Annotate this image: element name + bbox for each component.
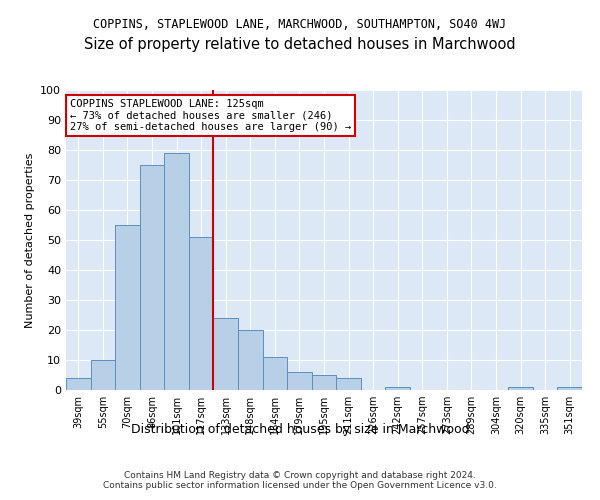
Bar — [91, 360, 115, 390]
Bar — [140, 165, 164, 390]
Text: COPPINS STAPLEWOOD LANE: 125sqm
← 73% of detached houses are smaller (246)
27% o: COPPINS STAPLEWOOD LANE: 125sqm ← 73% of… — [70, 99, 351, 132]
Bar — [312, 375, 336, 390]
Bar — [66, 378, 91, 390]
Bar — [214, 318, 238, 390]
Text: Size of property relative to detached houses in Marchwood: Size of property relative to detached ho… — [84, 38, 516, 52]
Bar — [238, 330, 263, 390]
Bar — [164, 153, 189, 390]
Text: Distribution of detached houses by size in Marchwood: Distribution of detached houses by size … — [131, 422, 469, 436]
Bar — [287, 372, 312, 390]
Text: COPPINS, STAPLEWOOD LANE, MARCHWOOD, SOUTHAMPTON, SO40 4WJ: COPPINS, STAPLEWOOD LANE, MARCHWOOD, SOU… — [94, 18, 506, 30]
Bar — [557, 387, 582, 390]
Y-axis label: Number of detached properties: Number of detached properties — [25, 152, 35, 328]
Bar — [189, 237, 214, 390]
Bar — [508, 387, 533, 390]
Bar — [115, 225, 140, 390]
Text: Contains HM Land Registry data © Crown copyright and database right 2024.
Contai: Contains HM Land Registry data © Crown c… — [103, 470, 497, 490]
Bar — [263, 357, 287, 390]
Bar — [385, 387, 410, 390]
Bar — [336, 378, 361, 390]
